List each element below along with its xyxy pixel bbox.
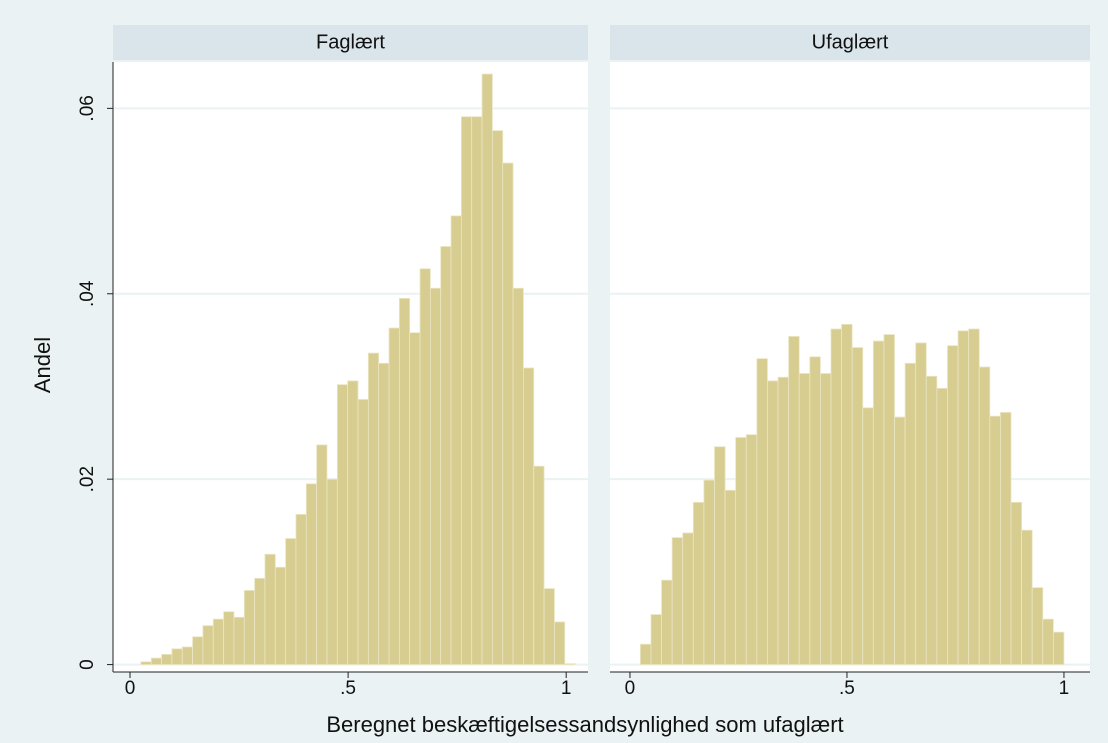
bar [692,501,705,665]
bar [978,366,991,665]
bar [957,330,970,665]
x-tick-label: 1 [561,678,572,699]
bar [419,268,431,665]
y-axis-title: Andel [30,337,55,393]
bar [502,162,514,665]
bar [285,538,297,665]
bar [181,646,194,665]
bar [150,657,162,665]
bar [820,373,832,665]
y-tick-label: 0 [77,659,98,670]
bar [388,327,400,665]
bar [1042,618,1054,665]
bar [378,362,390,665]
bar [968,328,980,665]
bar [883,334,895,665]
panel-header [610,25,1090,60]
bar [554,621,566,665]
bar [936,387,948,665]
bar [1021,529,1033,665]
bar [639,643,652,665]
y-tick-label: .02 [77,466,98,492]
bar [777,376,790,665]
bar [398,297,411,665]
bar [171,648,183,665]
bar [305,483,318,665]
bar [223,611,235,665]
y-tick-label: .06 [77,95,98,121]
bar [429,287,442,665]
bar [543,588,555,665]
bar [841,323,853,665]
bar [233,616,245,665]
bar [830,328,842,665]
bar [788,336,800,665]
bar [682,532,694,665]
bar [460,116,473,665]
x-tick-label: 1 [1059,678,1070,699]
bar [564,663,576,665]
bar [326,478,338,665]
bar [440,246,452,665]
x-tick-label: .5 [839,678,855,699]
bar [512,287,524,665]
bar [347,380,359,665]
bar [872,340,885,665]
bar [798,373,811,665]
bar [450,215,462,665]
x-tick-label: 0 [625,678,636,699]
bar [140,661,152,665]
bar [809,356,821,665]
y-tick-label: .04 [77,280,98,307]
bar [661,579,673,665]
bar [523,367,535,665]
bar [756,358,768,665]
bar [915,342,927,665]
bar [1031,587,1044,665]
bar [767,380,779,665]
bar [862,407,874,665]
bar [243,590,256,665]
bar [367,352,380,665]
bar [336,384,349,665]
panel-header [113,25,588,60]
bar [894,416,906,665]
bar [161,653,173,665]
bar [671,537,684,665]
bar [904,362,917,665]
x-tick-label: .5 [340,678,356,699]
bar [1000,412,1012,665]
bar [745,434,758,665]
bar [703,479,715,665]
bar [295,514,307,665]
bar [925,375,938,665]
bar [650,614,662,665]
bar [264,553,276,665]
bar [212,618,225,665]
panel-title: Ufaglært [812,31,889,53]
bar [254,577,266,665]
bar [735,437,747,665]
bar [357,399,369,665]
bar [274,566,287,665]
bar [724,489,737,665]
bar [202,625,214,665]
bar [471,116,483,665]
bar [1010,501,1023,665]
bar [491,130,504,665]
panel-title: Faglært [316,31,385,53]
x-axis-title: Beregnet beskæftigelsessandsynlighed som… [326,712,843,737]
bar [316,444,328,665]
bar [989,415,1001,665]
bar [409,332,421,665]
bar [1052,631,1065,665]
bar [851,347,864,665]
bar [192,636,204,665]
bar [947,345,959,665]
bar [481,73,493,665]
x-tick-label: 0 [125,678,136,699]
bar [533,465,545,665]
bar [714,446,726,665]
